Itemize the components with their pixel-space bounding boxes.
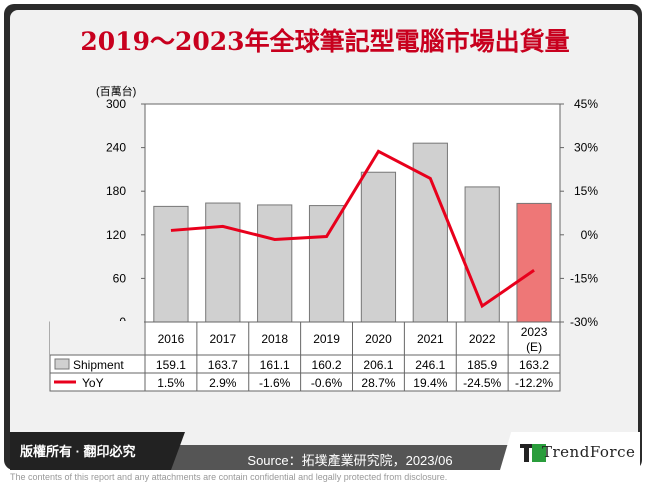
- source: Source：拓墣產業研究院，2023/06: [247, 453, 453, 468]
- bar-2023(E): [516, 202, 552, 323]
- y-tick-label: 180: [106, 184, 126, 198]
- y-axis-label: (百萬台): [96, 84, 136, 98]
- chart-title: 2019～2023年全球筆記型電腦市場出貨量: [80, 27, 570, 56]
- copyright: 版權所有 · 翻印必究: [10, 432, 185, 470]
- y-tick-label: 120: [106, 228, 126, 242]
- y2-tick-label: 15%: [574, 184, 598, 198]
- y2-tick-label: 45%: [574, 97, 598, 111]
- y2-tick-label: -15%: [570, 271, 598, 285]
- y2-tick-label: 0%: [581, 228, 599, 242]
- shipment-value: 163.2: [519, 358, 549, 372]
- shipment-value: 161.1: [260, 358, 290, 372]
- x-tick-label: 2019: [313, 332, 340, 346]
- shipment-value: 206.1: [363, 358, 393, 372]
- y-tick-label: 240: [106, 141, 126, 155]
- bar-2019: [308, 205, 345, 323]
- brand-name: TrendForce: [542, 443, 636, 461]
- bar-2020: [360, 171, 397, 323]
- y2-tick-label: 30%: [574, 141, 598, 155]
- bar-2022: [464, 186, 500, 323]
- shipment-value: 246.1: [415, 358, 445, 372]
- legend-shipment-swatch: [54, 358, 70, 370]
- bar-2021: [412, 142, 448, 323]
- yoy-value: 19.4%: [413, 376, 447, 390]
- yoy-value: 2.9%: [209, 376, 237, 390]
- x-tick-label: 2021: [417, 332, 444, 346]
- yoy-value: -24.5%: [463, 376, 501, 390]
- x-tick-label: 2023: [521, 325, 548, 339]
- x-tick-label-suffix: (E): [526, 340, 542, 354]
- bar-2016: [153, 205, 189, 323]
- yoy-line: [170, 149, 535, 309]
- yoy-value: -12.2%: [515, 376, 553, 390]
- disclaimer: The contents of this report and any atta…: [10, 472, 448, 482]
- bar-2018: [257, 204, 293, 323]
- x-tick-label: 2016: [158, 332, 185, 346]
- legend-shipment: Shipment: [73, 358, 124, 372]
- yoy-value: 28.7%: [361, 376, 395, 390]
- shipment-value: 160.2: [312, 358, 342, 372]
- shipment-value: 159.1: [156, 358, 186, 372]
- shipment-value: 185.9: [467, 358, 497, 372]
- yoy-value: -0.6%: [311, 376, 343, 390]
- x-tick-label: 2022: [469, 332, 496, 346]
- yoy-value: 1.5%: [157, 376, 185, 390]
- x-tick-label: 2020: [365, 332, 392, 346]
- trendforce-logo: TrendForce: [500, 432, 640, 470]
- bar-2017: [205, 202, 241, 323]
- y-tick-label: 300: [106, 97, 126, 111]
- y-tick-label: 60: [113, 271, 127, 285]
- yoy-value: -1.6%: [259, 376, 291, 390]
- x-tick-label: 2018: [261, 332, 288, 346]
- x-tick-label: 2017: [209, 332, 236, 346]
- shipment-value: 163.7: [208, 358, 238, 372]
- y2-tick-label: -30%: [570, 315, 598, 329]
- legend-yoy: YoY: [82, 376, 104, 390]
